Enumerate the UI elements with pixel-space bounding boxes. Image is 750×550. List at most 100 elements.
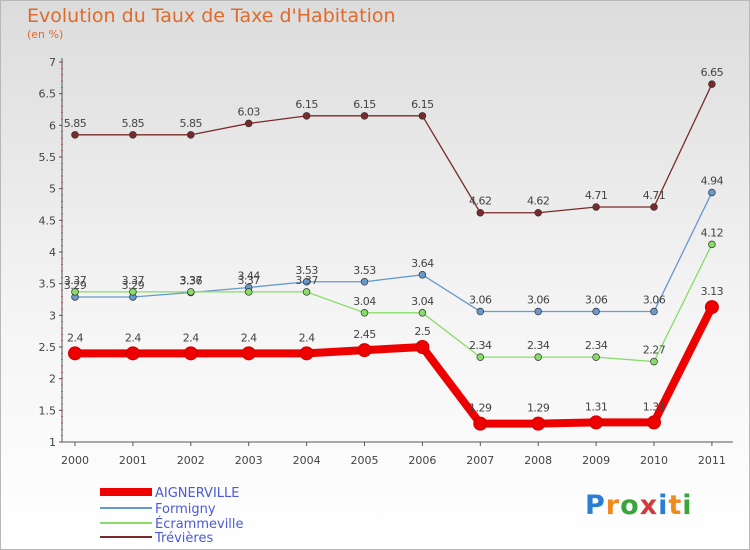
logo-letter: x <box>639 490 659 521</box>
x-tick-label: 2011 <box>698 454 726 467</box>
data-label: 6.15 <box>411 98 434 111</box>
series-line <box>74 83 713 214</box>
logo-letter: P <box>585 490 606 521</box>
x-tick-label: 2001 <box>119 454 147 467</box>
logo-letter: o <box>620 490 640 521</box>
data-point <box>418 271 427 279</box>
data-label: 3.29 <box>64 279 87 292</box>
data-point <box>244 288 253 296</box>
y-tick-label: 7 <box>49 56 56 69</box>
data-point <box>592 353 600 361</box>
data-label: 3.53 <box>295 264 318 277</box>
data-label: 2.4 <box>125 331 141 344</box>
x-tick-label: 2002 <box>177 454 205 467</box>
data-point <box>302 112 311 120</box>
y-tick-label: 6.5 <box>39 88 57 101</box>
logo-letter: t <box>668 490 683 521</box>
data-point <box>592 203 600 211</box>
x-tick-label: 2004 <box>293 454 321 467</box>
data-label: 4.62 <box>527 195 550 208</box>
data-label: 2.4 <box>299 331 315 344</box>
data-label: 2.4 <box>241 331 257 344</box>
series-line <box>71 303 716 428</box>
data-point <box>473 416 488 431</box>
y-tick-label: 1 <box>49 436 56 449</box>
data-label: 3.06 <box>469 294 492 307</box>
data-label: 3.37 <box>122 274 145 287</box>
data-point <box>241 346 256 361</box>
x-tick-label: 2006 <box>408 454 436 467</box>
x-tick-label: 2000 <box>61 454 89 467</box>
series-tr-vi-res: 5.85 5.85 5.85 6.03 6.15 6.15 6.15 4.62 4.62 4.71… <box>64 66 724 217</box>
x-tick-label: 2010 <box>640 454 668 467</box>
chart-subtitle: (en %) <box>27 28 64 41</box>
y-tick-label: 1.5 <box>39 404 57 417</box>
data-label: 3.44 <box>237 269 260 282</box>
data-point <box>708 80 716 88</box>
data-label: 1.31 <box>643 400 666 413</box>
data-point <box>650 357 658 366</box>
data-label: 3.04 <box>353 295 376 308</box>
data-label: 4.71 <box>585 189 608 202</box>
logo-letter: r <box>605 490 621 521</box>
data-point <box>244 119 253 128</box>
legend-label: Trévières <box>154 531 213 546</box>
data-point <box>589 415 604 430</box>
data-label: 1.31 <box>585 400 608 413</box>
data-point <box>302 288 311 296</box>
series--crammeville: 3.37 3.37 3.37 3.37 3.37 3.04 3.04 2.34 2.34 2.34… <box>64 226 724 366</box>
data-label: 6.15 <box>353 98 376 111</box>
data-label: 3.06 <box>643 294 666 307</box>
data-label: 2.34 <box>585 339 608 352</box>
data-point <box>183 346 198 361</box>
data-point <box>360 309 369 317</box>
data-point <box>531 416 546 431</box>
logo-letter: i <box>658 490 669 521</box>
data-point <box>534 208 542 217</box>
y-tick-label: 3.5 <box>39 278 57 291</box>
data-point <box>129 288 137 296</box>
data-point <box>125 346 140 361</box>
data-point <box>650 203 658 211</box>
data-label: 3.37 <box>64 274 87 287</box>
legend-label: Écrammeville <box>155 516 244 532</box>
legend-label: AIGNERVILLE <box>155 486 240 501</box>
series-formigny: 3.29 3.29 3.36 3.44 3.53 3.53 3.64 3.06 3.06 3.06… <box>64 174 724 316</box>
logo-letter: i <box>682 490 693 521</box>
data-point <box>534 307 542 316</box>
data-label: 3.29 <box>122 279 145 292</box>
data-point <box>360 278 369 286</box>
data-label: 4.62 <box>469 195 492 208</box>
x-tick-label: 2003 <box>235 454 263 467</box>
legend-item: AIGNERVILLE <box>100 486 240 501</box>
data-label: 4.12 <box>701 226 724 239</box>
data-point <box>647 415 661 430</box>
data-point <box>68 346 82 361</box>
proxiti-logo: Proxiti <box>585 490 693 521</box>
legend-label: Formigny <box>155 502 216 517</box>
chart-title: Evolution du Taux de Taxe d'Habitation <box>27 5 396 27</box>
series-line <box>74 243 713 363</box>
x-tick-label: 2008 <box>524 454 552 467</box>
data-label: 3.37 <box>237 274 260 287</box>
data-label: 3.36 <box>180 275 203 288</box>
y-tick-label: 3 <box>49 309 56 322</box>
data-label: 3.04 <box>411 295 434 308</box>
data-point <box>187 131 195 139</box>
y-tick-label: 2 <box>49 373 56 386</box>
data-point <box>534 353 542 361</box>
data-point <box>129 131 137 139</box>
data-point <box>708 240 716 249</box>
data-label: 6.15 <box>295 98 318 111</box>
data-label: 3.13 <box>701 285 724 298</box>
data-point <box>704 300 719 315</box>
data-label: 2.34 <box>469 339 492 352</box>
data-point <box>299 346 314 361</box>
data-label: 6.65 <box>701 66 724 79</box>
data-label: 3.06 <box>585 294 608 307</box>
data-label: 6.03 <box>237 105 260 118</box>
data-point <box>357 343 372 358</box>
y-tick-label: 6 <box>49 119 56 132</box>
data-label: 3.53 <box>353 264 376 277</box>
